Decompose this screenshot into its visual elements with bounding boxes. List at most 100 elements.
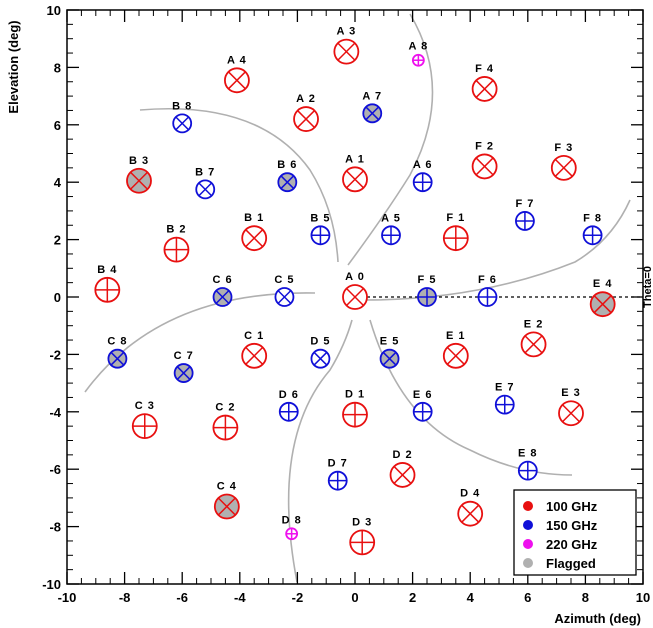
feed-cross-d2 <box>393 465 412 484</box>
feed-label: B 6 <box>277 159 297 171</box>
feed-f2: F 2 <box>471 140 498 180</box>
feed-e5: E 5 <box>379 336 400 369</box>
feed-label: A 0 <box>345 271 365 283</box>
feed-e6: E 6 <box>412 389 433 422</box>
feed-label: A 5 <box>381 212 401 224</box>
feed-label: A 3 <box>337 26 357 38</box>
feed-c3: C 3 <box>131 400 158 440</box>
feed-cross-d2 <box>297 110 316 129</box>
y-tick-label: 6 <box>54 118 61 133</box>
legend-label: 150 GHz <box>546 518 598 533</box>
spiral-arc-2 <box>139 107 339 263</box>
feed-e7: E 7 <box>494 382 515 415</box>
feed-e3: E 3 <box>558 387 584 427</box>
feed-cross-d2 <box>280 175 295 190</box>
feed-a5: A 5 <box>381 212 401 246</box>
feed-label: F 5 <box>418 274 437 286</box>
legend-label: 100 GHz <box>546 499 598 514</box>
feed-cross-d2 <box>475 79 494 98</box>
feed-label: D 3 <box>352 516 372 528</box>
feed-d3: D 3 <box>349 516 376 556</box>
feed-b4: B 4 <box>94 264 121 303</box>
feed-d4: D 4 <box>457 488 484 527</box>
feed-label: C 6 <box>212 274 232 286</box>
legend-swatch <box>523 558 533 568</box>
feed-label: D 1 <box>345 389 365 401</box>
y-tick-label: 8 <box>54 60 61 75</box>
feed-label: D 2 <box>392 449 412 461</box>
feed-label: E 1 <box>446 330 466 342</box>
legend-item: Flagged <box>523 556 596 571</box>
feed-d6: D 6 <box>279 389 299 422</box>
y-tick-label: 2 <box>54 233 61 248</box>
feed-c7: C 7 <box>174 350 194 383</box>
y-tick-label: -6 <box>49 462 61 477</box>
x-tick-label: -8 <box>119 590 131 605</box>
feed-cross-d2 <box>365 106 380 121</box>
feed-f3: F 3 <box>550 142 577 181</box>
axis-ticks: -10 -8 -6 -4 -2 0 2 4 6 8 10 -10 -8 -6 -4 -2 0 2 4 6 8 10 <box>42 3 650 605</box>
feed-label: F 4 <box>475 63 494 75</box>
feed-label: D 6 <box>279 389 299 401</box>
spiral-arc-4 <box>287 319 353 583</box>
feed-a2: A 2 <box>293 93 319 132</box>
feed-label: F 2 <box>475 140 494 152</box>
feed-label: E 7 <box>495 382 515 394</box>
legend-item: 100 GHz <box>523 499 598 514</box>
feed-c6: C 6 <box>212 274 233 307</box>
feed-b5: B 5 <box>310 212 331 246</box>
spiral-arc-1 <box>347 13 434 266</box>
legend-swatch <box>523 501 533 511</box>
feed-label: F 8 <box>583 212 602 224</box>
feed-a7: A 7 <box>362 90 383 124</box>
feed-label: F 7 <box>515 198 534 210</box>
y-tick-label: -10 <box>42 577 61 592</box>
legend-swatch <box>523 539 533 549</box>
feed-d8: D 8 <box>282 514 301 541</box>
feed-cross-d2 <box>313 351 328 366</box>
legend-item: 220 GHz <box>523 537 598 552</box>
feed-label: C 8 <box>107 336 127 348</box>
x-tick-label: 2 <box>409 590 416 605</box>
feed-label: B 2 <box>166 224 186 236</box>
feed-b1: B 1 <box>241 212 268 252</box>
feed-a1: A 1 <box>342 153 368 193</box>
feed-cross-d2 <box>110 351 125 366</box>
feed-label: C 1 <box>244 330 264 342</box>
legend-swatch <box>523 520 533 530</box>
legend-label: Flagged <box>546 556 596 571</box>
feed-a8: A 8 <box>409 41 427 67</box>
feed-label: B 5 <box>310 212 330 224</box>
feed-label: E 3 <box>561 387 581 399</box>
feed-label: E 4 <box>593 278 613 290</box>
feed-c5: C 5 <box>274 274 295 307</box>
x-axis-title: Azimuth (deg) <box>554 611 641 626</box>
feed-label: A 4 <box>227 54 247 66</box>
legend-item: 150 GHz <box>523 518 598 533</box>
feed-label: C 2 <box>215 402 235 414</box>
feed-e8: E 8 <box>517 448 538 481</box>
feed-b2: B 2 <box>163 224 190 263</box>
feed-label: F 6 <box>478 274 497 286</box>
feed-cross-d2 <box>554 158 573 177</box>
feed-label: D 4 <box>460 488 480 500</box>
x-tick-label: 6 <box>524 590 531 605</box>
feed-f8: F 8 <box>582 212 603 246</box>
feeds-layer: A 0 A 1 A 2 A 3 A 4 A 5 A 6 A 7 A 8 B 1 B 2 B 3 B 4 B… <box>94 26 616 556</box>
feed-d1: D 1 <box>342 389 368 428</box>
feed-cross-d2 <box>277 290 292 304</box>
feed-cross-d2 <box>345 170 365 189</box>
y-tick-label: 10 <box>47 3 61 18</box>
x-tick-label: -4 <box>234 590 246 605</box>
feed-c8: C 8 <box>107 336 128 369</box>
feed-label: C 4 <box>217 481 237 493</box>
feed-cross-d2 <box>217 497 236 516</box>
feed-a6: A 6 <box>412 159 433 193</box>
feed-label: D 5 <box>310 336 330 348</box>
feed-d2: D 2 <box>389 449 416 488</box>
feed-cross-d2 <box>524 335 543 354</box>
y-tick-label: 0 <box>54 290 61 305</box>
feed-b6: B 6 <box>277 159 298 193</box>
feed-label: F 3 <box>554 142 573 154</box>
